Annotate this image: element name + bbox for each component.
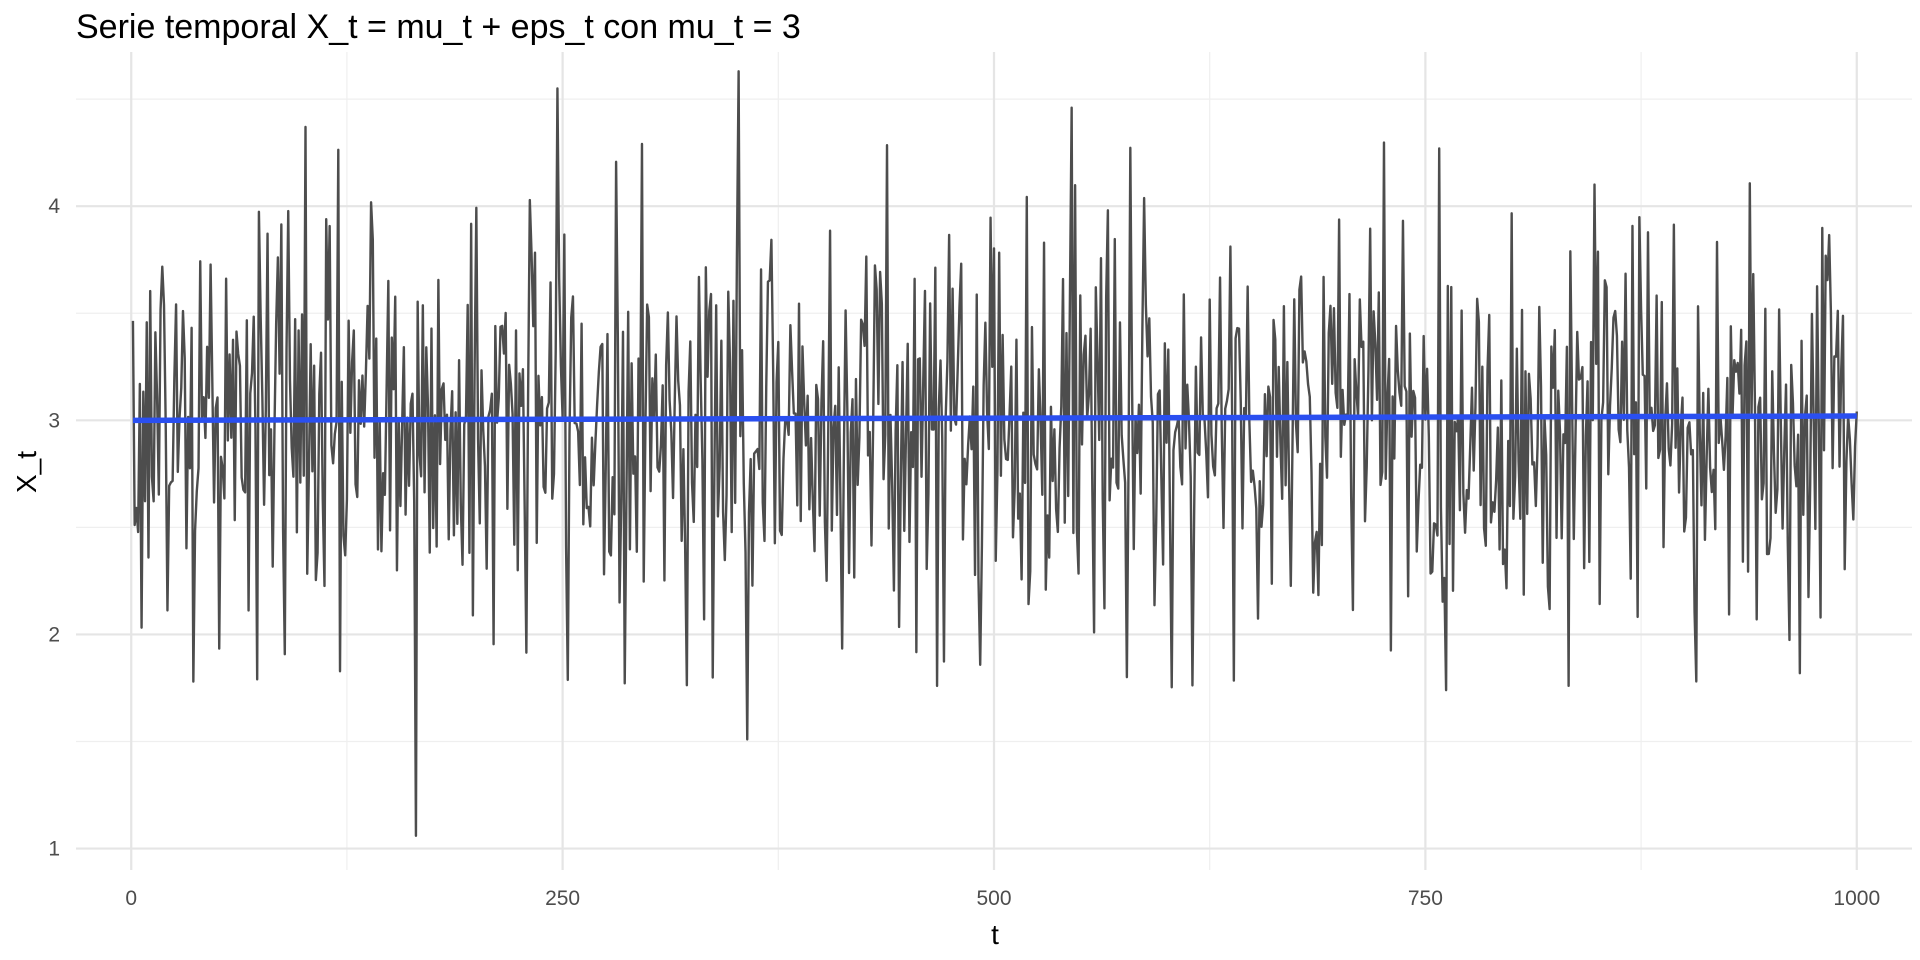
x-tick-label: 1000	[1833, 887, 1880, 910]
y-tick-label: 3	[48, 409, 60, 432]
tick-labels: 0 250 500 750 1000 1 2 3 4	[48, 195, 1880, 910]
series-line-mean	[132, 413, 1857, 424]
chart-title: Serie temporal X_t = mu_t + eps_t con mu…	[76, 8, 801, 46]
x-tick-label: 0	[125, 887, 137, 910]
x-tick-label: 500	[976, 887, 1011, 910]
y-axis-title: X_t	[11, 451, 42, 493]
y-tick-label: 4	[48, 195, 60, 218]
x-tick-label: 750	[1408, 887, 1443, 910]
series-layer	[131, 70, 1858, 837]
x-tick-label: 250	[545, 887, 580, 910]
y-tick-label: 2	[48, 623, 60, 646]
y-tick-label: 1	[48, 838, 60, 861]
x-axis-title: t	[991, 919, 999, 950]
series-line-observed	[131, 70, 1858, 837]
